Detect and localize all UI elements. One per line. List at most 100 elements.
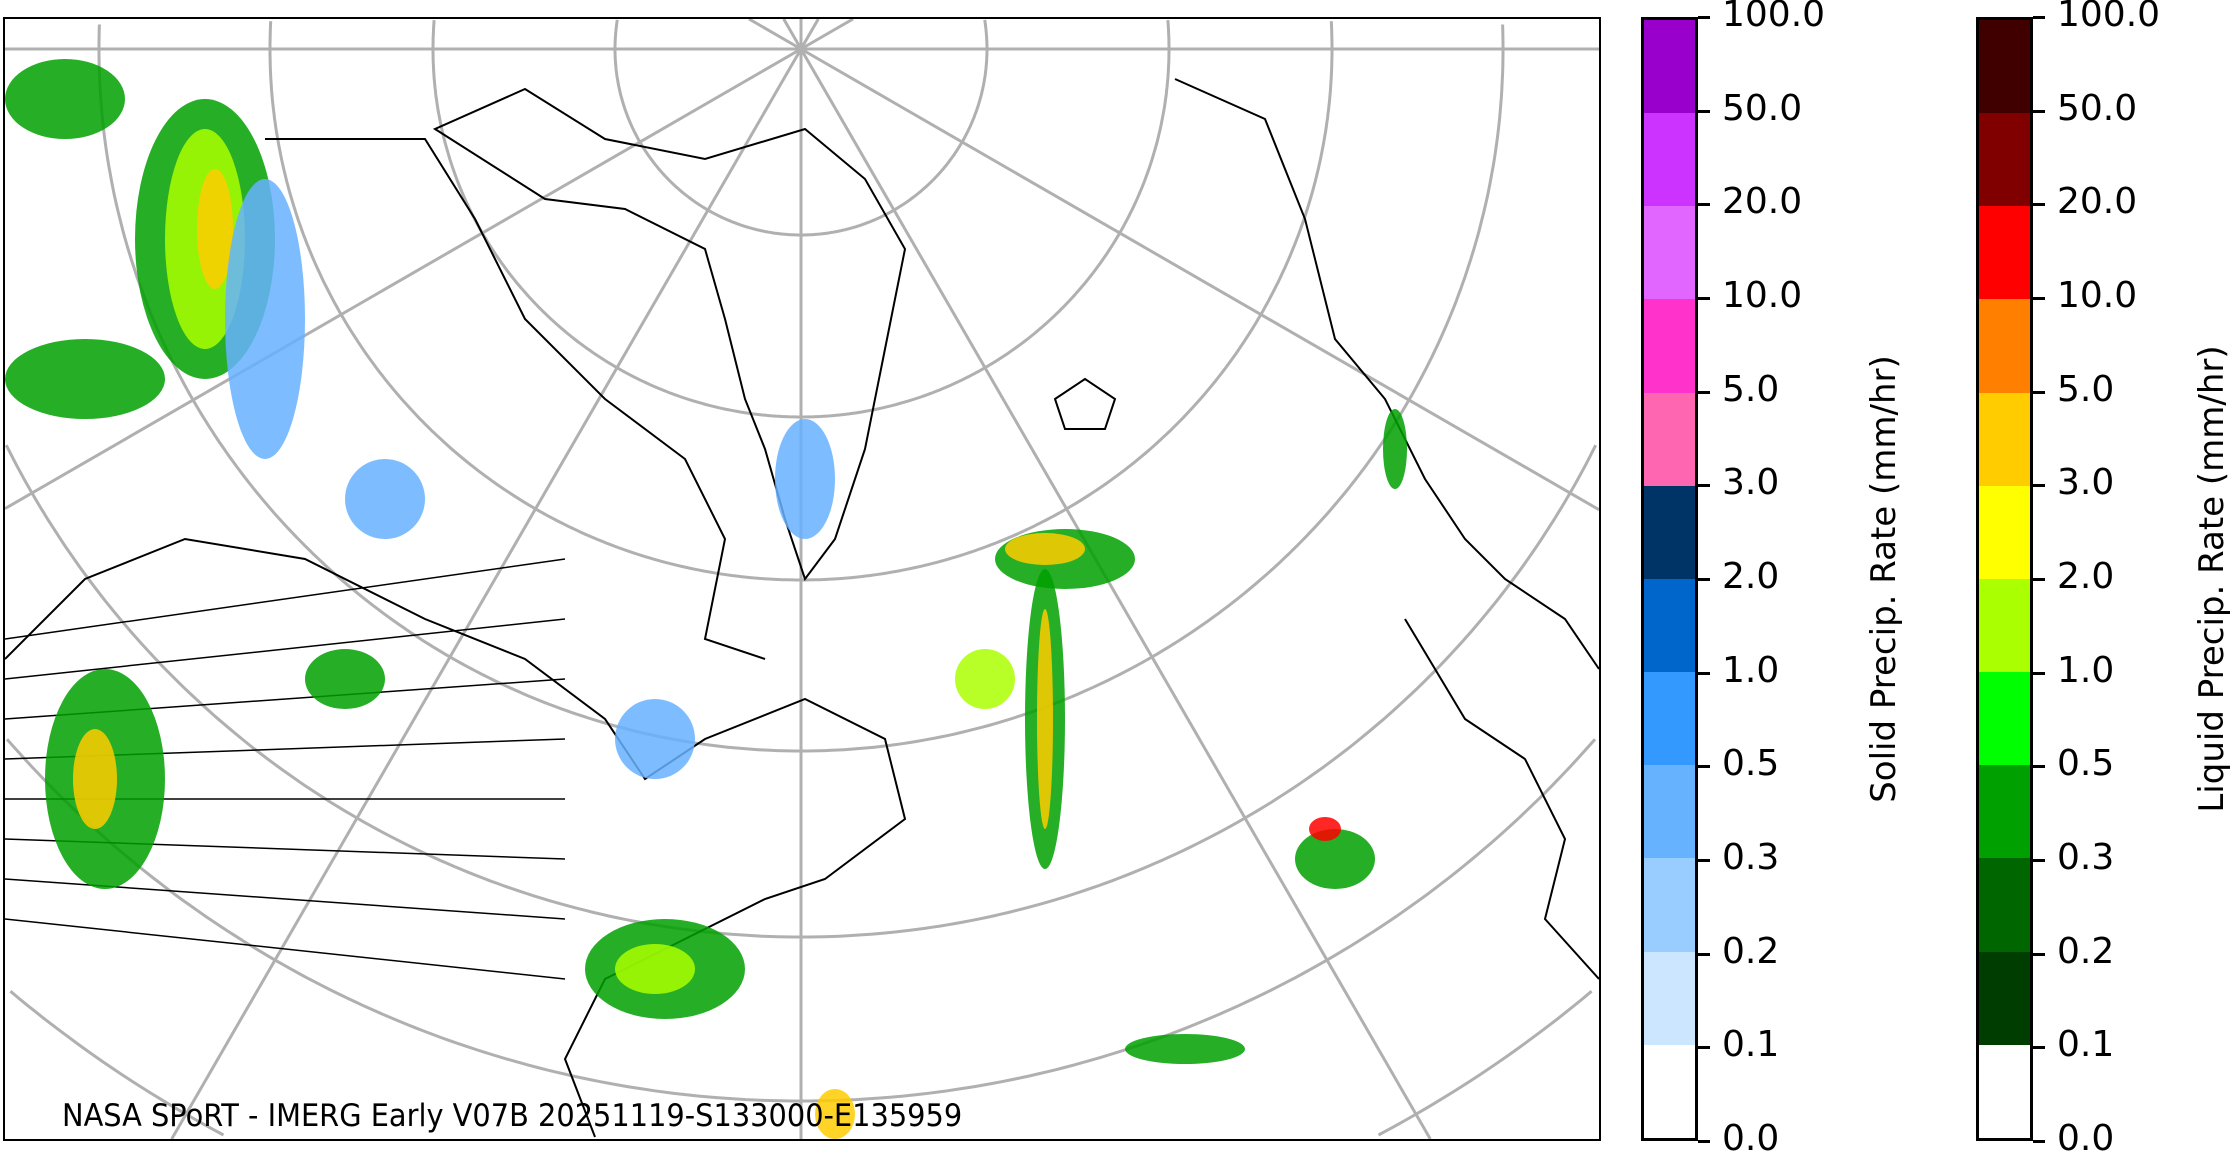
coastline bbox=[1404, 618, 1599, 980]
colorbar-tick-label: 0.3 bbox=[2057, 837, 2115, 878]
colorbar-segment bbox=[1644, 672, 1695, 766]
colorbar-tick-label: 0.0 bbox=[2057, 1118, 2115, 1159]
colorbar-tick-label: 1.0 bbox=[1722, 649, 1780, 691]
colorbar-tick bbox=[1698, 1140, 1710, 1143]
colorbar-tick bbox=[1698, 16, 1710, 19]
precip-area bbox=[1005, 533, 1085, 565]
colorbar-segment bbox=[1644, 1044, 1695, 1138]
solid-precip-colorbar bbox=[1641, 17, 1698, 1141]
precip-area bbox=[5, 59, 125, 139]
colorbar-segment bbox=[1979, 951, 2030, 1045]
colorbar-tick bbox=[1698, 484, 1710, 488]
colorbar-tick-label: 0.3 bbox=[1722, 837, 1780, 878]
colorbar-tick bbox=[1698, 109, 1710, 113]
colorbar-tick bbox=[2033, 671, 2045, 675]
latitude-circle bbox=[613, 19, 989, 237]
colorbar-tick-label: 3.0 bbox=[1722, 462, 1780, 504]
colorbar-tick-label: 50.0 bbox=[2057, 87, 2138, 129]
coastline bbox=[1174, 78, 1599, 670]
precip-area bbox=[5, 339, 165, 419]
latitude-circle bbox=[268, 21, 1334, 582]
colorbar-tick bbox=[2033, 765, 2045, 769]
precip-area bbox=[1037, 609, 1053, 829]
colorbar-tick-label: 100.0 bbox=[2057, 0, 2161, 35]
precip-area bbox=[615, 699, 695, 779]
colorbar-segment bbox=[1979, 113, 2030, 207]
colorbar-segment bbox=[1979, 672, 2030, 766]
colorbar-tick-label: 3.0 bbox=[2057, 462, 2115, 504]
colorbar-segment bbox=[1979, 206, 2030, 300]
precipitation-map bbox=[3, 17, 1601, 1141]
colorbar-tick-label: 0.5 bbox=[1722, 743, 1780, 785]
colorbar-tick-label: 0.2 bbox=[2057, 930, 2115, 972]
precip-area bbox=[1309, 817, 1341, 841]
coastline bbox=[265, 138, 766, 660]
meridian-line bbox=[782, 19, 803, 50]
boundary-line bbox=[5, 558, 566, 640]
colorbar-tick bbox=[2033, 297, 2045, 300]
colorbar-tick bbox=[2033, 1046, 2045, 1050]
colorbar-segment bbox=[1644, 299, 1695, 393]
colorbar-tick bbox=[2033, 203, 2045, 207]
precip-area bbox=[815, 1089, 855, 1139]
colorbar-tick bbox=[1698, 390, 1710, 394]
coastline bbox=[1053, 377, 1117, 430]
liquid-precip-label: Liquid Precip. Rate (mm/hr) bbox=[2192, 345, 2232, 813]
precip-area bbox=[1125, 1034, 1245, 1064]
colorbar-tick bbox=[2033, 1140, 2045, 1143]
precip-area bbox=[197, 169, 233, 289]
precip-area bbox=[345, 459, 425, 539]
colorbar-tick bbox=[2033, 859, 2045, 862]
colorbar-tick bbox=[2033, 16, 2045, 19]
precip-area bbox=[1295, 829, 1375, 889]
colorbar-tick-label: 20.0 bbox=[1722, 181, 1803, 223]
meridian-line bbox=[748, 19, 802, 51]
colorbar-segment bbox=[1644, 765, 1695, 859]
colorbar-tick-label: 10.0 bbox=[1722, 275, 1803, 316]
colorbar-tick-label: 5.0 bbox=[1722, 368, 1780, 410]
colorbar-tick-label: 10.0 bbox=[2057, 275, 2138, 316]
colorbar-segment bbox=[1644, 19, 1695, 114]
colorbar-tick bbox=[2033, 578, 2045, 581]
colorbar-segment bbox=[1644, 206, 1695, 300]
colorbar-tick-label: 0.2 bbox=[1722, 930, 1780, 972]
colorbar-tick-label: 100.0 bbox=[1722, 0, 1826, 35]
colorbar-tick-label: 0.1 bbox=[2057, 1024, 2115, 1066]
map-canvas bbox=[5, 19, 1599, 1139]
precip-area bbox=[615, 944, 695, 994]
colorbar-tick bbox=[2033, 484, 2045, 488]
colorbar-tick bbox=[1698, 203, 1710, 207]
colorbar-tick bbox=[1698, 765, 1710, 769]
colorbar-tick bbox=[1698, 952, 1710, 956]
colorbar-tick-label: 0.1 bbox=[1722, 1024, 1780, 1066]
meridian-line bbox=[5, 47, 802, 510]
colorbar-tick-label: 50.0 bbox=[1722, 87, 1803, 129]
colorbar-segment bbox=[1979, 392, 2030, 486]
colorbar-segment bbox=[1979, 299, 2030, 393]
meridian-line bbox=[170, 48, 803, 1139]
precip-area bbox=[1383, 409, 1407, 489]
boundary-line bbox=[5, 618, 566, 680]
colorbar-tick-label: 0.0 bbox=[1722, 1118, 1780, 1159]
colorbar-tick bbox=[1698, 1046, 1710, 1050]
colorbar-tick-label: 2.0 bbox=[1722, 556, 1780, 597]
meridian-line bbox=[800, 47, 1599, 511]
colorbar-segment bbox=[1979, 765, 2030, 859]
colorbar-segment bbox=[1644, 485, 1695, 579]
colorbar-tick-label: 2.0 bbox=[2057, 556, 2115, 597]
colorbar-segment bbox=[1979, 19, 2030, 114]
colorbar-segment bbox=[1979, 485, 2030, 579]
meridian-line bbox=[800, 19, 854, 51]
colorbar-tick bbox=[2033, 390, 2045, 394]
colorbar-segment bbox=[1979, 858, 2030, 952]
precip-area bbox=[225, 179, 305, 459]
meridian-line bbox=[799, 19, 820, 50]
meridian-line bbox=[799, 48, 1432, 1139]
colorbar-tick-label: 5.0 bbox=[2057, 368, 2115, 410]
liquid-precip-colorbar bbox=[1976, 17, 2033, 1141]
precip-area bbox=[775, 419, 835, 539]
colorbar-segment bbox=[1644, 858, 1695, 952]
boundary-line bbox=[5, 918, 566, 980]
solid-precip-label: Solid Precip. Rate (mm/hr) bbox=[1864, 355, 1904, 803]
colorbar-tick bbox=[1698, 578, 1710, 581]
